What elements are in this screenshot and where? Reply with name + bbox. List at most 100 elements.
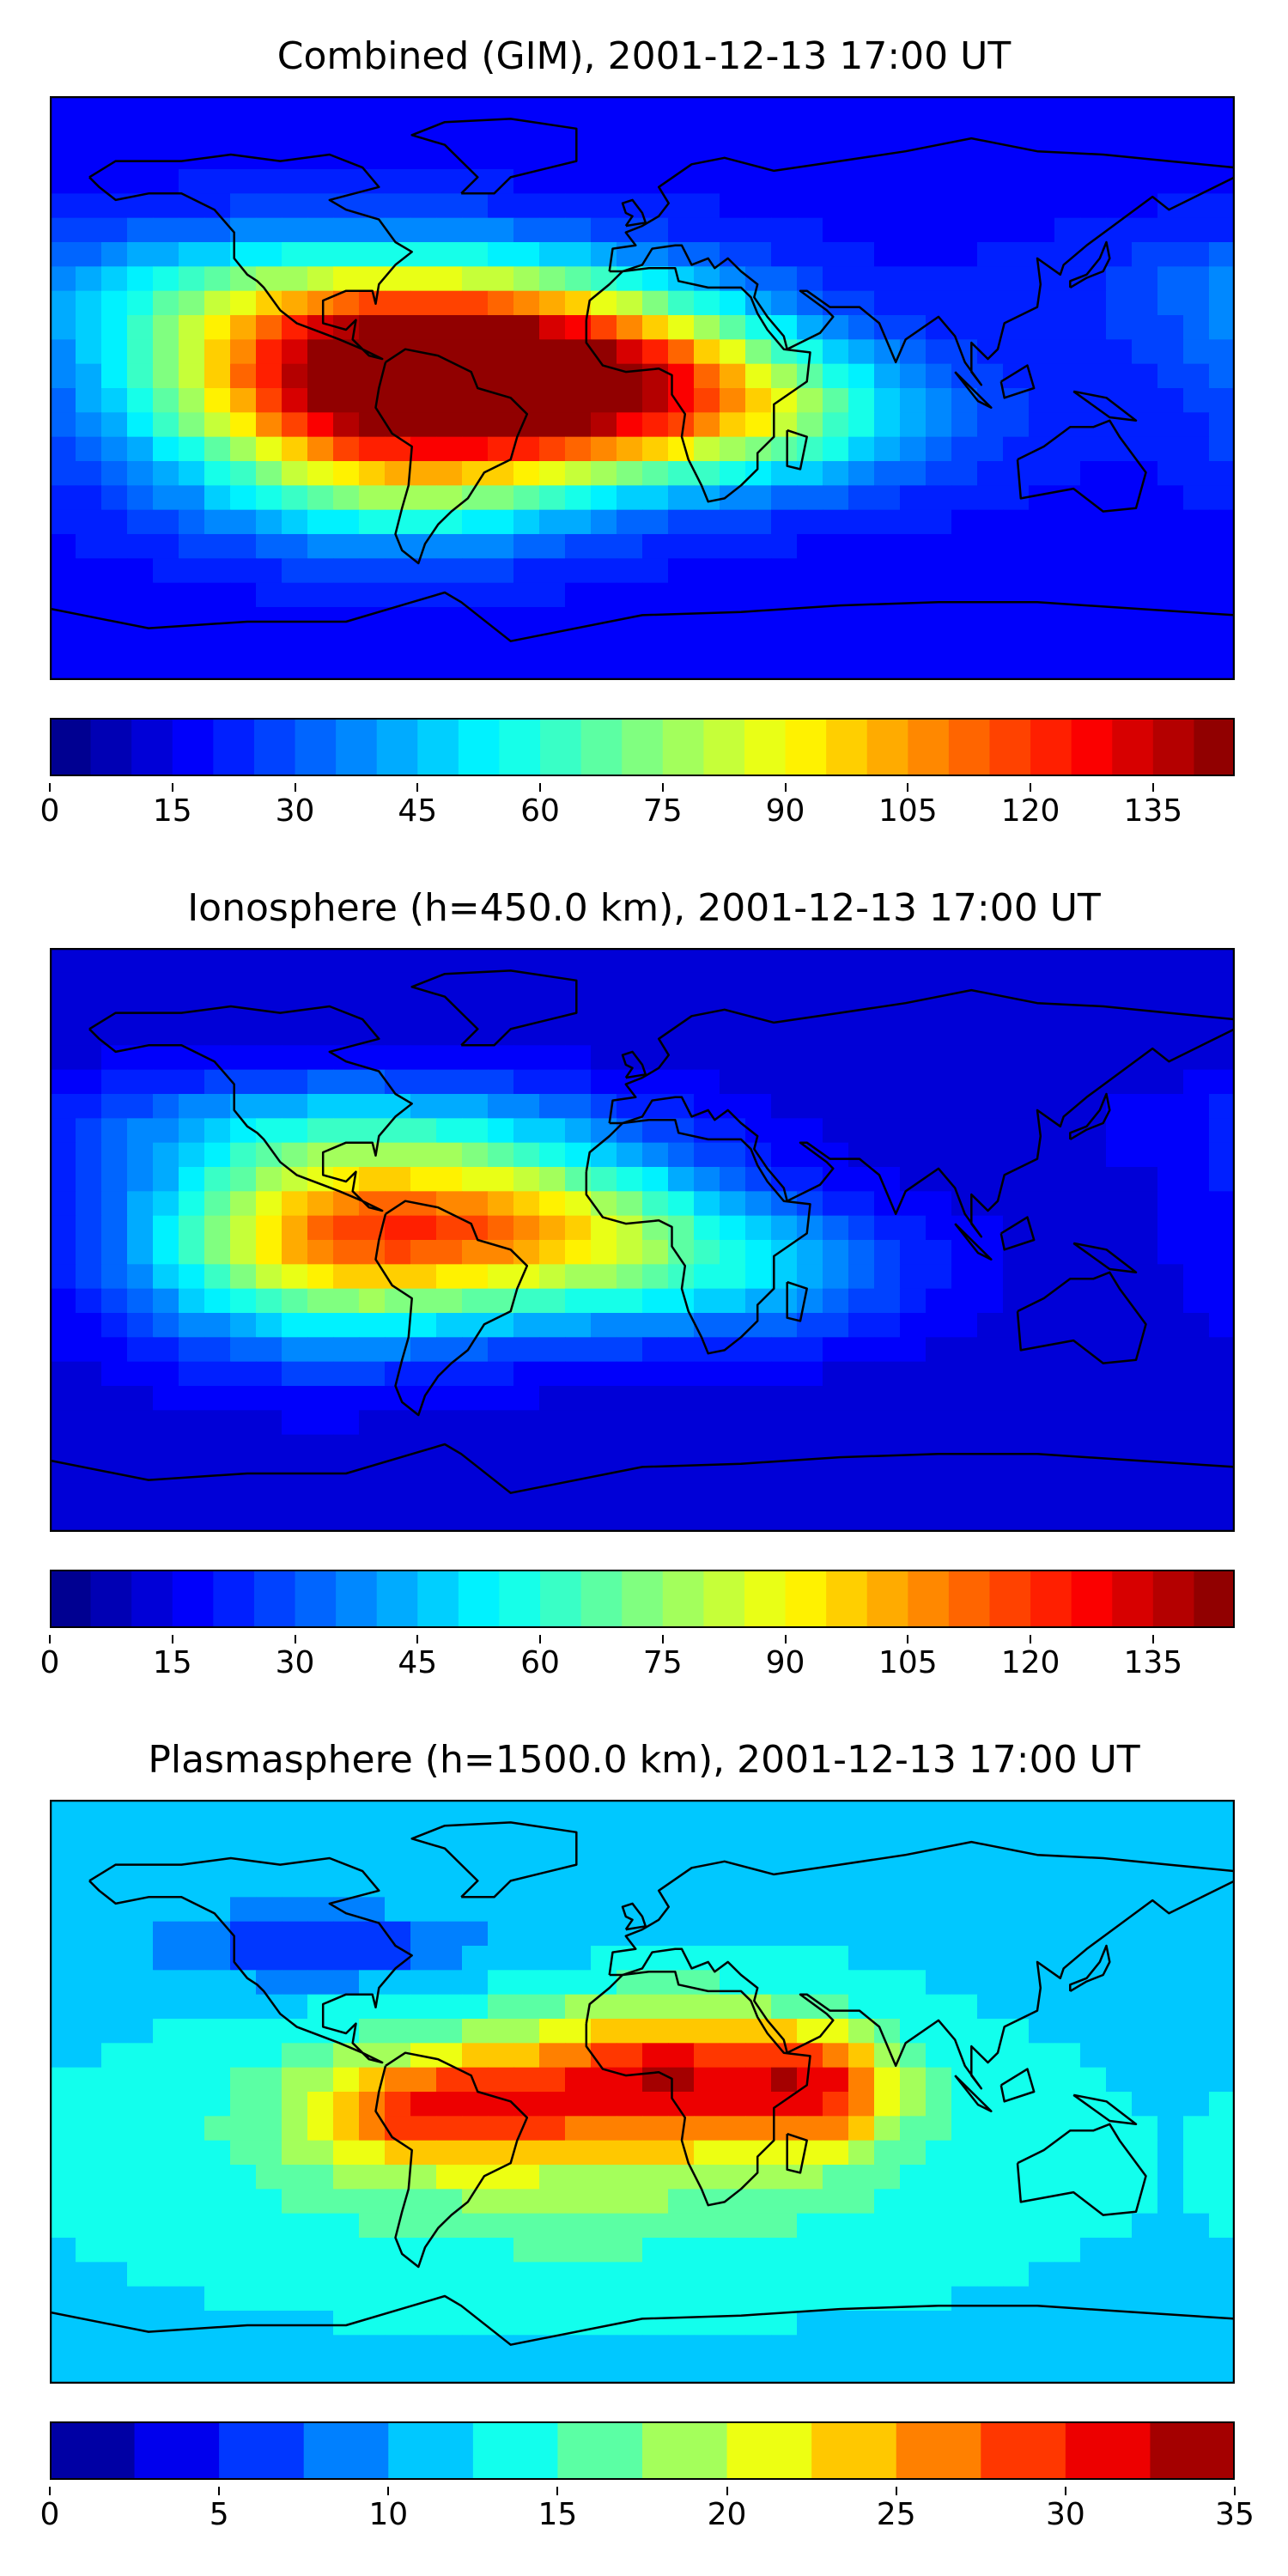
contour-cell xyxy=(771,412,798,438)
contour-cell xyxy=(668,315,695,340)
contour-cell xyxy=(823,1459,849,1484)
contour-cell xyxy=(720,1897,746,1923)
contour-cell xyxy=(591,2213,617,2239)
contour-cell xyxy=(591,1361,617,1387)
contour-cell xyxy=(230,1288,257,1314)
contour-cell xyxy=(462,1264,489,1290)
contour-cell xyxy=(694,1897,720,1923)
contour-cell xyxy=(591,607,617,632)
contour-cell xyxy=(462,1288,489,1314)
contour-cell xyxy=(256,1410,283,1436)
contour-cell xyxy=(977,1094,1004,1119)
contour-cell xyxy=(436,2311,463,2336)
contour-cell xyxy=(745,1946,772,1971)
contour-cell xyxy=(204,436,231,462)
contour-cell xyxy=(462,1240,489,1265)
contour-cell xyxy=(797,1386,823,1411)
coastline xyxy=(1016,419,1147,513)
contour-cell xyxy=(333,948,360,973)
contour-cell xyxy=(797,1946,823,1971)
contour-cell xyxy=(307,1873,334,1898)
contour-cell xyxy=(1106,1507,1133,1532)
contour-cell xyxy=(488,2019,514,2044)
contour-cell xyxy=(256,1337,283,1363)
contour-cell xyxy=(668,485,695,511)
colorbar-ticks: 0 15 30 45 60 75 90 105 120 135 xyxy=(40,1635,1235,1688)
contour-cell xyxy=(797,558,823,584)
contour-cell xyxy=(153,120,179,146)
contour-cell xyxy=(1183,193,1210,219)
contour-cell xyxy=(668,2286,695,2312)
contour-cell xyxy=(385,1873,411,1898)
contour-cell xyxy=(462,363,489,389)
contour-cell xyxy=(256,1191,283,1217)
contour-cell xyxy=(848,461,875,486)
contour-cell xyxy=(50,2165,76,2190)
contour-cell xyxy=(127,558,154,584)
colorbar-tick-label: 60 xyxy=(520,793,560,829)
contour-cell xyxy=(1183,972,1210,998)
contour-cell xyxy=(1003,242,1030,267)
contour-cell xyxy=(900,972,927,998)
contour-cell xyxy=(565,1386,592,1411)
contour-cell xyxy=(282,1167,308,1192)
contour-cell xyxy=(539,1386,566,1411)
contour-cell xyxy=(1080,1288,1107,1314)
contour-cell xyxy=(951,2238,978,2263)
contour-cell xyxy=(1080,2335,1107,2360)
contour-cell xyxy=(359,509,386,535)
contour-cell xyxy=(668,1386,695,1411)
contour-cell xyxy=(1183,1094,1210,1119)
contour-cell xyxy=(230,2043,257,2069)
contour-cell xyxy=(50,1386,76,1411)
contour-cell xyxy=(230,1240,257,1265)
contour-cell xyxy=(462,2189,489,2215)
contour-cell xyxy=(359,1824,386,1850)
contour-cell xyxy=(694,169,720,194)
contour-cell xyxy=(1157,1069,1184,1095)
contour-cell xyxy=(333,1434,360,1460)
colorbar xyxy=(50,1570,1236,1628)
contour-cell xyxy=(307,193,334,219)
contour-cell xyxy=(282,1337,308,1363)
contour-cell xyxy=(900,1507,927,1532)
contour-cell xyxy=(307,169,334,194)
contour-cell xyxy=(204,1094,231,1119)
contour-cell xyxy=(462,2116,489,2142)
contour-cell xyxy=(1209,266,1235,292)
colorbar-swatch xyxy=(989,718,1031,776)
contour-cell xyxy=(1054,315,1081,340)
contour-cell xyxy=(617,1215,643,1241)
contour-cell xyxy=(76,1264,102,1290)
contour-cell xyxy=(153,1483,179,1509)
contour-cell xyxy=(591,996,617,1022)
contour-cell xyxy=(282,1970,308,1996)
contour-cell xyxy=(539,485,566,511)
contour-cell xyxy=(720,607,746,632)
coastline xyxy=(410,969,578,1047)
contour-cell xyxy=(668,2238,695,2263)
contour-cell xyxy=(282,2140,308,2166)
contour-cell xyxy=(282,2311,308,2336)
contour-cell xyxy=(823,1240,849,1265)
contour-cell xyxy=(874,1240,901,1265)
contour-cell xyxy=(1054,1264,1081,1290)
contour-cell xyxy=(1132,1410,1158,1436)
contour-cell xyxy=(179,1507,205,1532)
contour-cell xyxy=(230,2213,257,2239)
contour-cell xyxy=(874,1215,901,1241)
contour-cell xyxy=(230,1434,257,1460)
colorbar-swatch xyxy=(458,1570,501,1628)
contour-cell xyxy=(76,1045,102,1071)
contour-cell xyxy=(771,1215,798,1241)
contour-cell xyxy=(1157,1045,1184,1071)
contour-cell xyxy=(282,1483,308,1509)
contour-cell xyxy=(153,217,179,243)
contour-cell xyxy=(359,290,386,316)
contour-cell xyxy=(230,2092,257,2117)
contour-cell xyxy=(307,655,334,680)
contour-cell xyxy=(874,1288,901,1314)
contour-cell xyxy=(1183,996,1210,1022)
contour-cell xyxy=(926,1361,952,1387)
contour-cell xyxy=(977,1288,1004,1314)
